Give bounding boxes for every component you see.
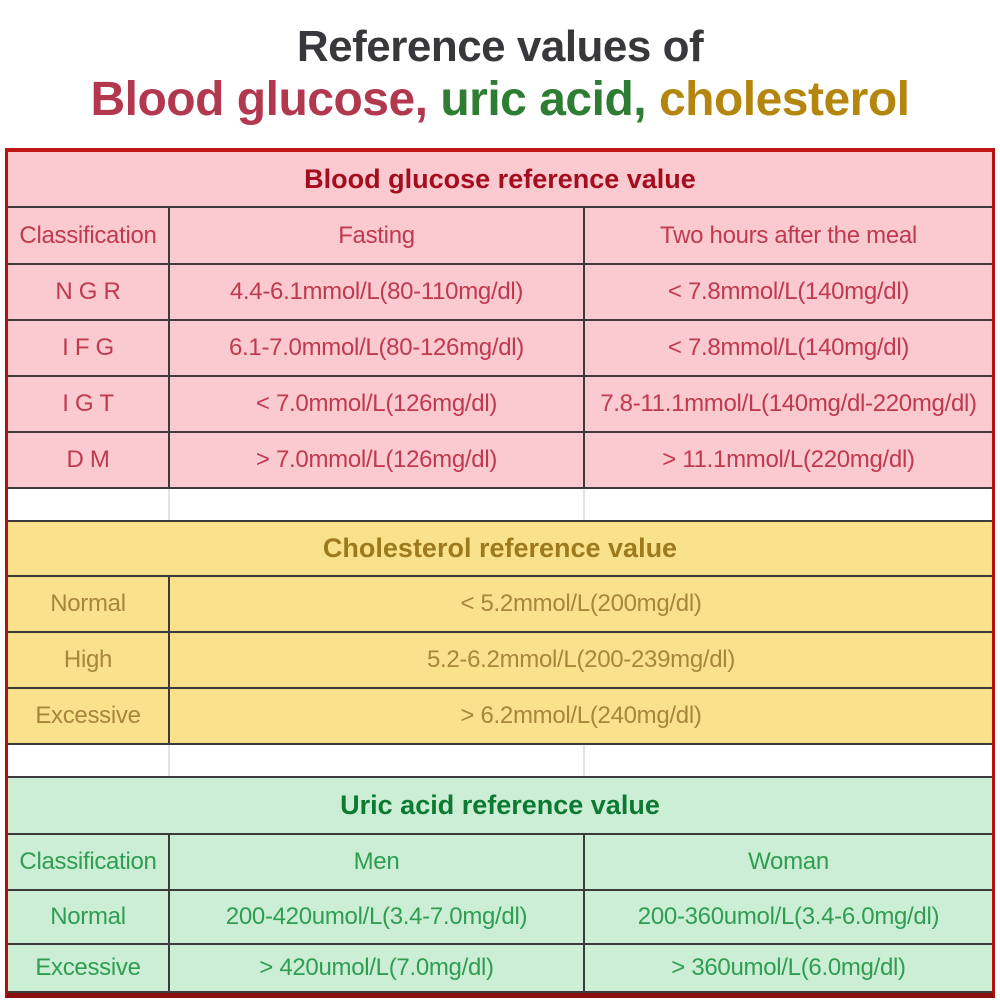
blood-glucose-table: Blood glucose reference value Classifica… — [8, 152, 992, 489]
table-row-normal: Normal < 5.2mmol/L(200mg/dl) — [8, 577, 992, 633]
spacer-cell — [168, 489, 583, 520]
spacer-strip — [8, 489, 992, 522]
spacer-cell — [583, 745, 992, 776]
cell-value: 5.2-6.2mmol/L(200-239mg/dl) — [168, 633, 992, 687]
spacer-cell — [8, 745, 168, 776]
cell-classification: Normal — [50, 590, 126, 617]
cell-classification: Normal — [50, 903, 126, 930]
table-row-dm: D M > 7.0mmol/L(126mg/dl) > 11.1mmol/L(2… — [8, 433, 992, 489]
spacer-strip — [8, 745, 992, 778]
cell-fasting-value: > 7.0mmol/L(126mg/dl) — [168, 433, 583, 487]
table-row-ifg: I F G 6.1-7.0mmol/L(80-126mg/dl) < 7.8mm… — [8, 321, 992, 377]
cell-classification: Excessive — [35, 954, 141, 981]
spacer-cell — [583, 489, 992, 520]
col-header-classification: Classification — [19, 221, 157, 249]
title-seg-cholesterol: cholesterol — [658, 72, 910, 126]
page-title: Reference values of Blood glucose, uric … — [0, 0, 1000, 148]
col-header-two-hours-after-meal: Two hours after the meal — [583, 208, 992, 263]
cell-classification: D M — [66, 446, 110, 473]
title-seg-uric-acid: uric acid, — [440, 72, 659, 126]
cell-woman-value: 200-360umol/L(3.4-6.0mg/dl) — [583, 891, 992, 943]
cell-fasting-value: 6.1-7.0mmol/L(80-126mg/dl) — [168, 321, 583, 375]
cell-value: > 6.2mmol/L(240mg/dl) — [168, 689, 992, 743]
cell-fasting-value: < 7.0mmol/L(126mg/dl) — [168, 377, 583, 431]
col-header-woman: Woman — [583, 835, 992, 889]
cell-woman-value: > 360umol/L(6.0mg/dl) — [583, 945, 992, 991]
cell-classification: I G T — [62, 390, 114, 417]
col-header-men: Men — [168, 835, 583, 889]
cholesterol-table: Cholesterol reference value Normal < 5.2… — [8, 522, 992, 745]
table-row-ngr: N G R 4.4-6.1mmol/L(80-110mg/dl) < 7.8mm… — [8, 265, 992, 321]
cell-fasting-value: 4.4-6.1mmol/L(80-110mg/dl) — [168, 265, 583, 319]
cell-after-meal-value: < 7.8mmol/L(140mg/dl) — [583, 265, 992, 319]
table-row-normal: Normal 200-420umol/L(3.4-7.0mg/dl) 200-3… — [8, 891, 992, 945]
spacer-cell — [8, 489, 168, 520]
cell-classification: N G R — [55, 278, 121, 305]
title-line1: Reference values of — [296, 22, 704, 72]
reference-tables-board: Blood glucose reference value Classifica… — [5, 148, 995, 998]
table-row-excessive: Excessive > 6.2mmol/L(240mg/dl) — [8, 689, 992, 745]
blood-glucose-header-row: Classification Fasting Two hours after t… — [8, 208, 992, 265]
table-row-high: High 5.2-6.2mmol/L(200-239mg/dl) — [8, 633, 992, 689]
cell-value: < 5.2mmol/L(200mg/dl) — [168, 577, 992, 631]
cholesterol-table-title: Cholesterol reference value — [8, 522, 992, 577]
spacer-cell — [168, 745, 583, 776]
uric-acid-table-title: Uric acid reference value — [8, 778, 992, 835]
cell-after-meal-value: > 11.1mmol/L(220mg/dl) — [583, 433, 992, 487]
cell-men-value: > 420umol/L(7.0mg/dl) — [168, 945, 583, 991]
cell-after-meal-value: 7.8-11.1mmol/L(140mg/dl-220mg/dl) — [583, 377, 992, 431]
title-line2: Blood glucose, uric acid, cholesterol — [90, 72, 910, 127]
cell-classification: Excessive — [35, 702, 141, 729]
uric-acid-header-row: Classification Men Woman — [8, 835, 992, 891]
title-seg-blood-glucose: Blood glucose, — [90, 72, 441, 126]
blood-glucose-table-title: Blood glucose reference value — [8, 152, 992, 208]
col-header-classification: Classification — [19, 848, 157, 875]
cell-after-meal-value: < 7.8mmol/L(140mg/dl) — [583, 321, 992, 375]
table-row-excessive: Excessive > 420umol/L(7.0mg/dl) > 360umo… — [8, 945, 992, 993]
uric-acid-table: Uric acid reference value Classification… — [8, 778, 992, 993]
table-row-igt: I G T < 7.0mmol/L(126mg/dl) 7.8-11.1mmol… — [8, 377, 992, 433]
cell-classification: I F G — [62, 334, 114, 361]
col-header-fasting: Fasting — [168, 208, 583, 263]
cell-classification: High — [63, 646, 113, 673]
cell-men-value: 200-420umol/L(3.4-7.0mg/dl) — [168, 891, 583, 943]
